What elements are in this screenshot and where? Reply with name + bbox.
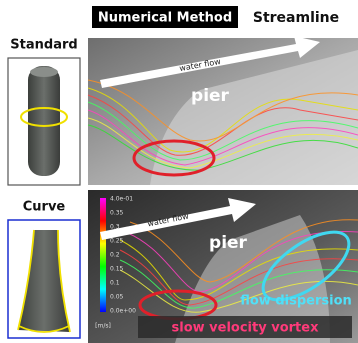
figure: Numerical Method Streamline Standard Cur… xyxy=(0,0,358,343)
colorbar-tick: 0.0e+00 xyxy=(110,308,136,315)
vortex-label: slow velocity vortex xyxy=(172,321,320,336)
row-label: Standard xyxy=(10,38,77,53)
pier-model xyxy=(28,66,60,176)
colorbar-tick: 0.35 xyxy=(110,210,124,217)
object-label: pier xyxy=(191,86,230,106)
colorbar-tick: 0.1 xyxy=(110,280,120,287)
dispersion-label: flow dispersion xyxy=(240,294,352,309)
pier-top xyxy=(30,67,58,77)
colorbar-tick: 0.25 xyxy=(110,238,124,245)
object-label: pier xyxy=(209,233,248,253)
view-label: Streamline xyxy=(253,10,339,26)
row-label: Curve xyxy=(23,200,66,215)
colorbar xyxy=(100,198,106,312)
colorbar-tick: 0.05 xyxy=(110,294,124,301)
colorbar-unit: [m/s] xyxy=(95,323,111,330)
method-label: Numerical Method xyxy=(98,11,232,26)
page: Numerical Method Streamline Standard Cur… xyxy=(0,0,358,343)
colorbar-tick: 0.15 xyxy=(110,266,124,273)
colorbar-tick: 0.2 xyxy=(110,252,120,259)
colorbar-tick: 4.0e-01 xyxy=(110,196,133,203)
